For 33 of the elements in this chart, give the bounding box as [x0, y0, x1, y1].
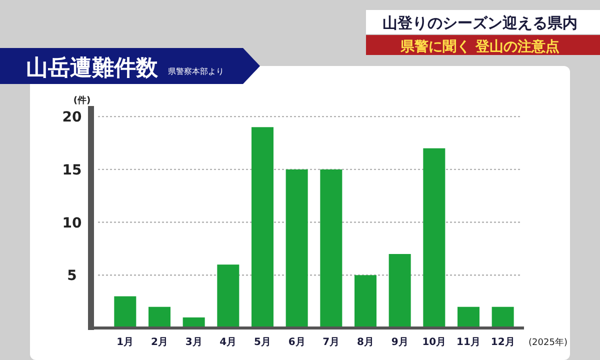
text: 山登りのシーズン迎える県内 — [382, 14, 578, 32]
x-tick-label: 3月 — [185, 337, 202, 348]
y-tick-label: 20 — [62, 110, 82, 126]
bar — [286, 169, 308, 328]
x-tick-label: 2月 — [151, 337, 168, 348]
y-tick-label: 5 — [67, 268, 77, 284]
bar — [423, 148, 446, 328]
x-tick-label: 12月 — [490, 337, 515, 348]
x-tick-label: 5月 — [254, 337, 271, 348]
y-tick-label: 15 — [62, 162, 82, 178]
bar — [148, 306, 170, 328]
x-tick-label: 4月 — [220, 337, 237, 348]
bar — [114, 296, 136, 328]
y-tick-label: 10 — [62, 215, 82, 232]
bar — [252, 127, 274, 328]
y-axis-title: (件) — [73, 95, 91, 106]
x-tick-label: 10月 — [422, 337, 446, 348]
x-axis-title: (2025年) — [528, 337, 568, 348]
x-tick-label: 9月 — [391, 337, 408, 348]
x-tick-label: 1月 — [116, 337, 134, 348]
x-tick-label: 8月 — [357, 337, 374, 348]
chart-title: 山岳遭難件数 — [26, 56, 159, 81]
x-tick-label: 11月 — [456, 337, 480, 348]
bar — [217, 264, 240, 328]
bar — [492, 306, 514, 328]
bar — [388, 254, 411, 328]
bar — [458, 306, 480, 328]
text: 県警に聞く 登山の注意点 — [400, 38, 560, 55]
bar — [354, 275, 376, 328]
x-tick-label: 6月 — [288, 337, 306, 348]
x-tick-label: 7月 — [322, 337, 340, 348]
bar — [320, 169, 342, 328]
chart-subtitle: 県警察本部より — [168, 67, 224, 76]
